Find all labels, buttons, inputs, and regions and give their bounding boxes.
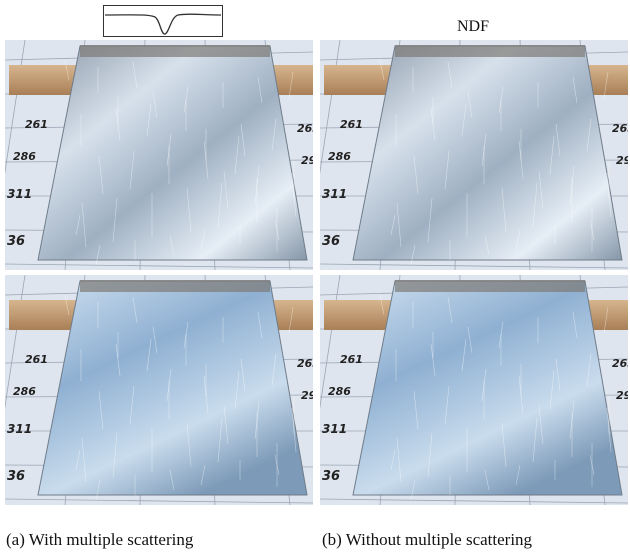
floor-number: 311 <box>322 422 347 436</box>
floor-number: 261 <box>25 353 48 366</box>
ndf-plot <box>103 5 223 37</box>
render-panel: 261 286 311 36 265 29 <box>5 275 313 505</box>
floor-number: 29 <box>301 389 313 402</box>
floor-number: 36 <box>322 234 340 249</box>
floor-number: 286 <box>328 150 351 163</box>
render-panel: 261 286 311 36 265 29 <box>320 40 628 270</box>
render-panel: 261 286 311 36 265 29 <box>320 275 628 505</box>
floor-number: 36 <box>322 469 340 484</box>
metal-plate <box>38 46 307 260</box>
metal-plate <box>353 281 622 495</box>
plate-edge <box>80 45 270 57</box>
floor-number: 286 <box>13 150 36 163</box>
render-panel: 261 286 311 36 265 29 <box>5 40 313 270</box>
floor-number: 286 <box>13 385 36 398</box>
floor-number: 311 <box>7 422 32 436</box>
figure: NDF (a) With multiple scattering (b) Wit… <box>0 0 630 556</box>
plate-edge <box>395 280 585 292</box>
floor-number: 261 <box>25 118 48 131</box>
floor-number: 36 <box>7 469 25 484</box>
floor-number: 265 <box>297 122 313 135</box>
caption: (b) Without multiple scattering <box>322 530 532 550</box>
floor-number: 261 <box>340 353 363 366</box>
floor-number: 311 <box>322 187 347 201</box>
floor-number: 261 <box>340 118 363 131</box>
floor-number: 265 <box>612 122 628 135</box>
metal-plate <box>353 46 622 260</box>
metal-plate <box>38 281 307 495</box>
floor-number: 286 <box>328 385 351 398</box>
caption: (a) With multiple scattering <box>6 530 193 550</box>
floor-number: 311 <box>7 187 32 201</box>
floor-number: 29 <box>301 154 313 167</box>
ndf-label: NDF <box>457 18 489 36</box>
floor-number: 265 <box>612 357 628 370</box>
floor-number: 265 <box>297 357 313 370</box>
plate-edge <box>395 45 585 57</box>
floor-number: 29 <box>616 154 628 167</box>
floor-number: 29 <box>616 389 628 402</box>
floor-number: 36 <box>7 234 25 249</box>
plate-edge <box>80 280 270 292</box>
